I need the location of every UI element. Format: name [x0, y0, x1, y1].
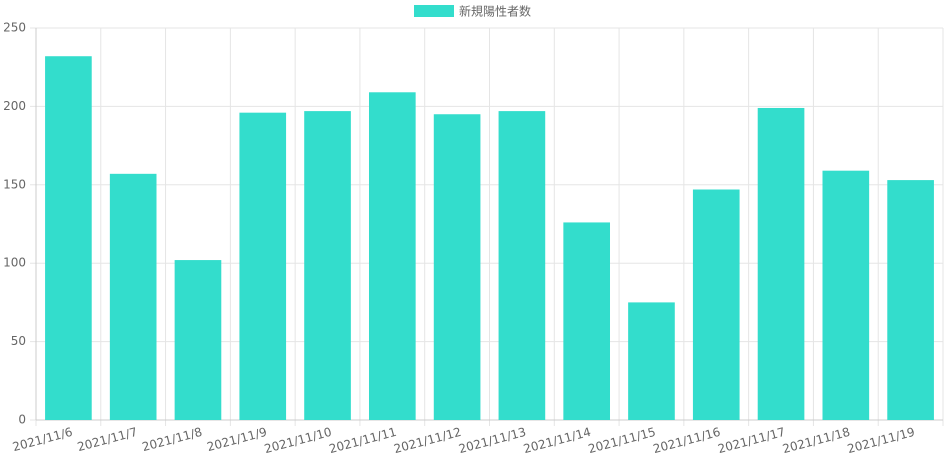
bar: [692, 189, 740, 420]
x-tick-label: 2021/11/9: [205, 425, 268, 454]
x-tick-label: 2021/11/10: [263, 425, 333, 456]
y-tick-label: 50: [11, 334, 26, 348]
bar: [628, 302, 675, 420]
x-tick-label: 2021/11/16: [651, 425, 721, 456]
y-tick-label: 250: [3, 21, 26, 35]
x-tick-label: 2021/11/12: [392, 425, 462, 456]
x-tick-label: 2021/11/7: [76, 425, 139, 454]
bar: [433, 114, 481, 421]
bar: [45, 56, 92, 420]
x-tick-label: 2021/11/8: [141, 425, 204, 454]
bar: [757, 107, 805, 420]
bar: [239, 112, 287, 420]
legend-swatch: [414, 5, 454, 17]
y-tick-label: 100: [3, 256, 26, 270]
x-tick-label: 2021/11/11: [328, 425, 398, 456]
x-tick-label: 2021/11/6: [11, 425, 74, 454]
y-tick-label: 0: [18, 413, 26, 427]
bar: [174, 260, 222, 420]
legend-label: 新規陽性者数: [459, 4, 531, 19]
bar: [887, 180, 934, 420]
bar: [498, 111, 546, 420]
y-tick-label: 200: [3, 99, 26, 113]
y-tick-label: 150: [3, 177, 26, 191]
x-tick-label: 2021/11/18: [781, 425, 851, 456]
x-tick-label: 2021/11/15: [587, 425, 657, 456]
bar: [368, 92, 416, 421]
bar: [304, 111, 351, 420]
x-tick-label: 2021/11/13: [457, 425, 527, 456]
bar: [563, 222, 611, 420]
x-tick-label: 2021/11/17: [716, 425, 786, 456]
x-tick-label: 2021/11/19: [846, 425, 916, 456]
legend: 新規陽性者数: [414, 4, 531, 19]
bar: [109, 173, 157, 420]
bar: [822, 170, 870, 420]
x-tick-label: 2021/11/14: [522, 425, 592, 456]
